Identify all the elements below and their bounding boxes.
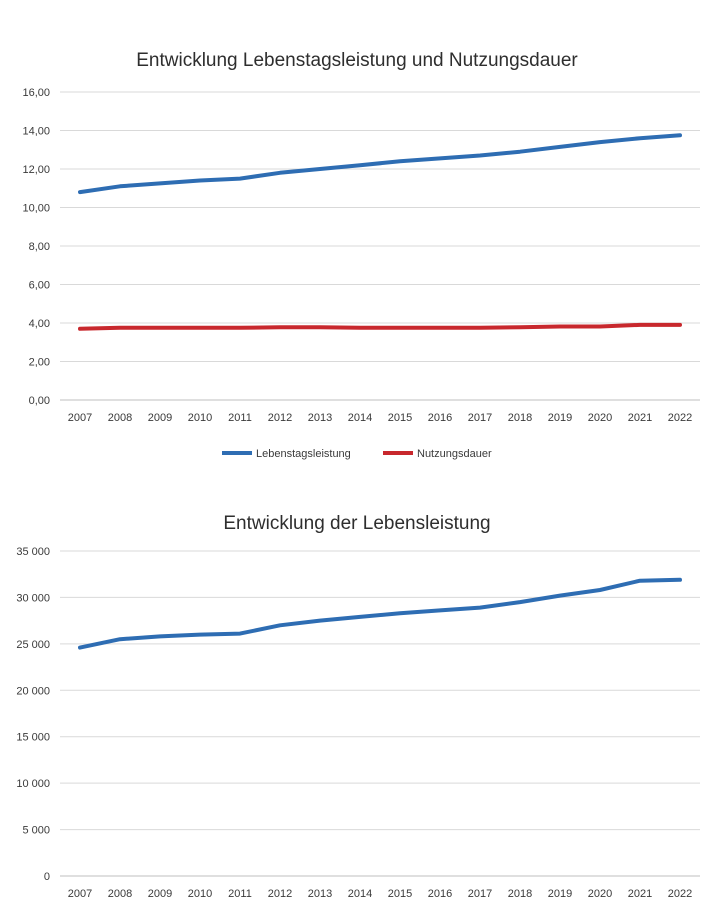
chart2-gridlines [60,550,700,877]
c2-x-tick-label: 2010 [188,888,212,900]
c2-y-tick-label: 30 000 [16,592,50,604]
c1-y-tick-label: 4,00 [29,318,50,330]
c2-y-tick-label: 20 000 [16,685,50,697]
c1-series-line-0 [78,133,682,195]
chart-lebensleistung: Entwicklung der Lebensleistung 0 5 000 10 … [16,513,700,900]
chart1-y-ticks: 0,00 2,00 4,00 6,00 8,00 10,00 12,00 14,00 16,00 [22,87,50,407]
c2-x-tick-label: 2018 [508,888,532,900]
c1-x-tick-label: 2016 [428,412,452,424]
c2-x-tick-label: 2014 [348,888,372,900]
c1-y-tick-label: 2,00 [29,357,50,369]
c1-x-tick-label: 2019 [548,412,572,424]
c1-x-tick-label: 2014 [348,412,372,424]
chart2-series [78,577,682,650]
c1-x-tick-label: 2012 [268,412,292,424]
c2-x-tick-label: 2015 [388,888,412,900]
legend-label-lebenstagsleistung: Lebenstagsleistung [256,448,351,460]
c2-y-tick-label: 0 [44,871,50,883]
c2-x-tick-label: 2022 [668,888,692,900]
c2-x-tick-label: 2011 [228,888,252,900]
c1-x-tick-label: 2011 [228,412,252,424]
c2-y-tick-label: 5 000 [22,825,50,837]
c1-y-tick-label: 12,00 [22,164,50,176]
c1-x-tick-label: 2009 [148,412,172,424]
c2-x-tick-label: 2013 [308,888,332,900]
c1-y-tick-label: 10,00 [22,203,50,215]
c1-y-tick-label: 8,00 [29,241,50,253]
c2-y-tick-label: 15 000 [16,732,50,744]
chart1-legend: Lebenstagsleistung Nutzungsdauer [222,448,492,460]
c2-y-tick-label: 10 000 [16,778,50,790]
c1-x-tick-label: 2010 [188,412,212,424]
c2-x-tick-label: 2009 [148,888,172,900]
c1-x-tick-label: 2013 [308,412,332,424]
legend-label-nutzungsdauer: Nutzungsdauer [417,448,492,460]
c2-x-tick-label: 2016 [428,888,452,900]
c1-y-tick-label: 0,00 [29,395,50,407]
c1-y-tick-label: 16,00 [22,87,50,99]
chart2-title: Entwicklung der Lebensleistung [223,513,490,534]
c1-y-tick-label: 14,00 [22,126,50,138]
c1-x-tick-label: 2015 [388,412,412,424]
c2-x-tick-label: 2020 [588,888,612,900]
c1-x-tick-label: 2007 [68,412,92,424]
c1-series-line-1 [78,322,682,331]
chart1-x-ticks: 2007 2008 2009 2010 2011 2012 2013 2014 2015 2016… [68,412,692,424]
c1-x-tick-label: 2017 [468,412,492,424]
c1-x-tick-label: 2022 [668,412,692,424]
c1-x-tick-label: 2021 [628,412,652,424]
c1-x-tick-label: 2018 [508,412,532,424]
c2-x-tick-label: 2017 [468,888,492,900]
c2-x-tick-label: 2012 [268,888,292,900]
c2-x-tick-label: 2021 [628,888,652,900]
c2-x-tick-label: 2007 [68,888,92,900]
c2-series-line-0 [78,577,682,650]
chart2-x-ticks: 2007 2008 2009 2010 2011 2012 2013 2014 2015 2016… [68,888,692,900]
c2-x-tick-label: 2019 [548,888,572,900]
c2-y-tick-label: 35 000 [16,546,50,558]
chart-lebenstagsleistung-nutzungsdauer: Entwicklung Lebenstagsleistung und Nutzu… [22,50,700,460]
chart1-gridlines [60,91,700,401]
chart1-series [78,133,682,331]
c1-x-tick-label: 2008 [108,412,132,424]
c2-x-tick-label: 2008 [108,888,132,900]
c2-y-tick-label: 25 000 [16,639,50,651]
c1-x-tick-label: 2020 [588,412,612,424]
c1-y-tick-label: 6,00 [29,280,50,292]
chart2-y-ticks: 0 5 000 10 000 15 000 20 000 25 000 30 000 35 0… [16,546,50,883]
chart1-title: Entwicklung Lebenstagsleistung und Nutzu… [136,50,578,71]
